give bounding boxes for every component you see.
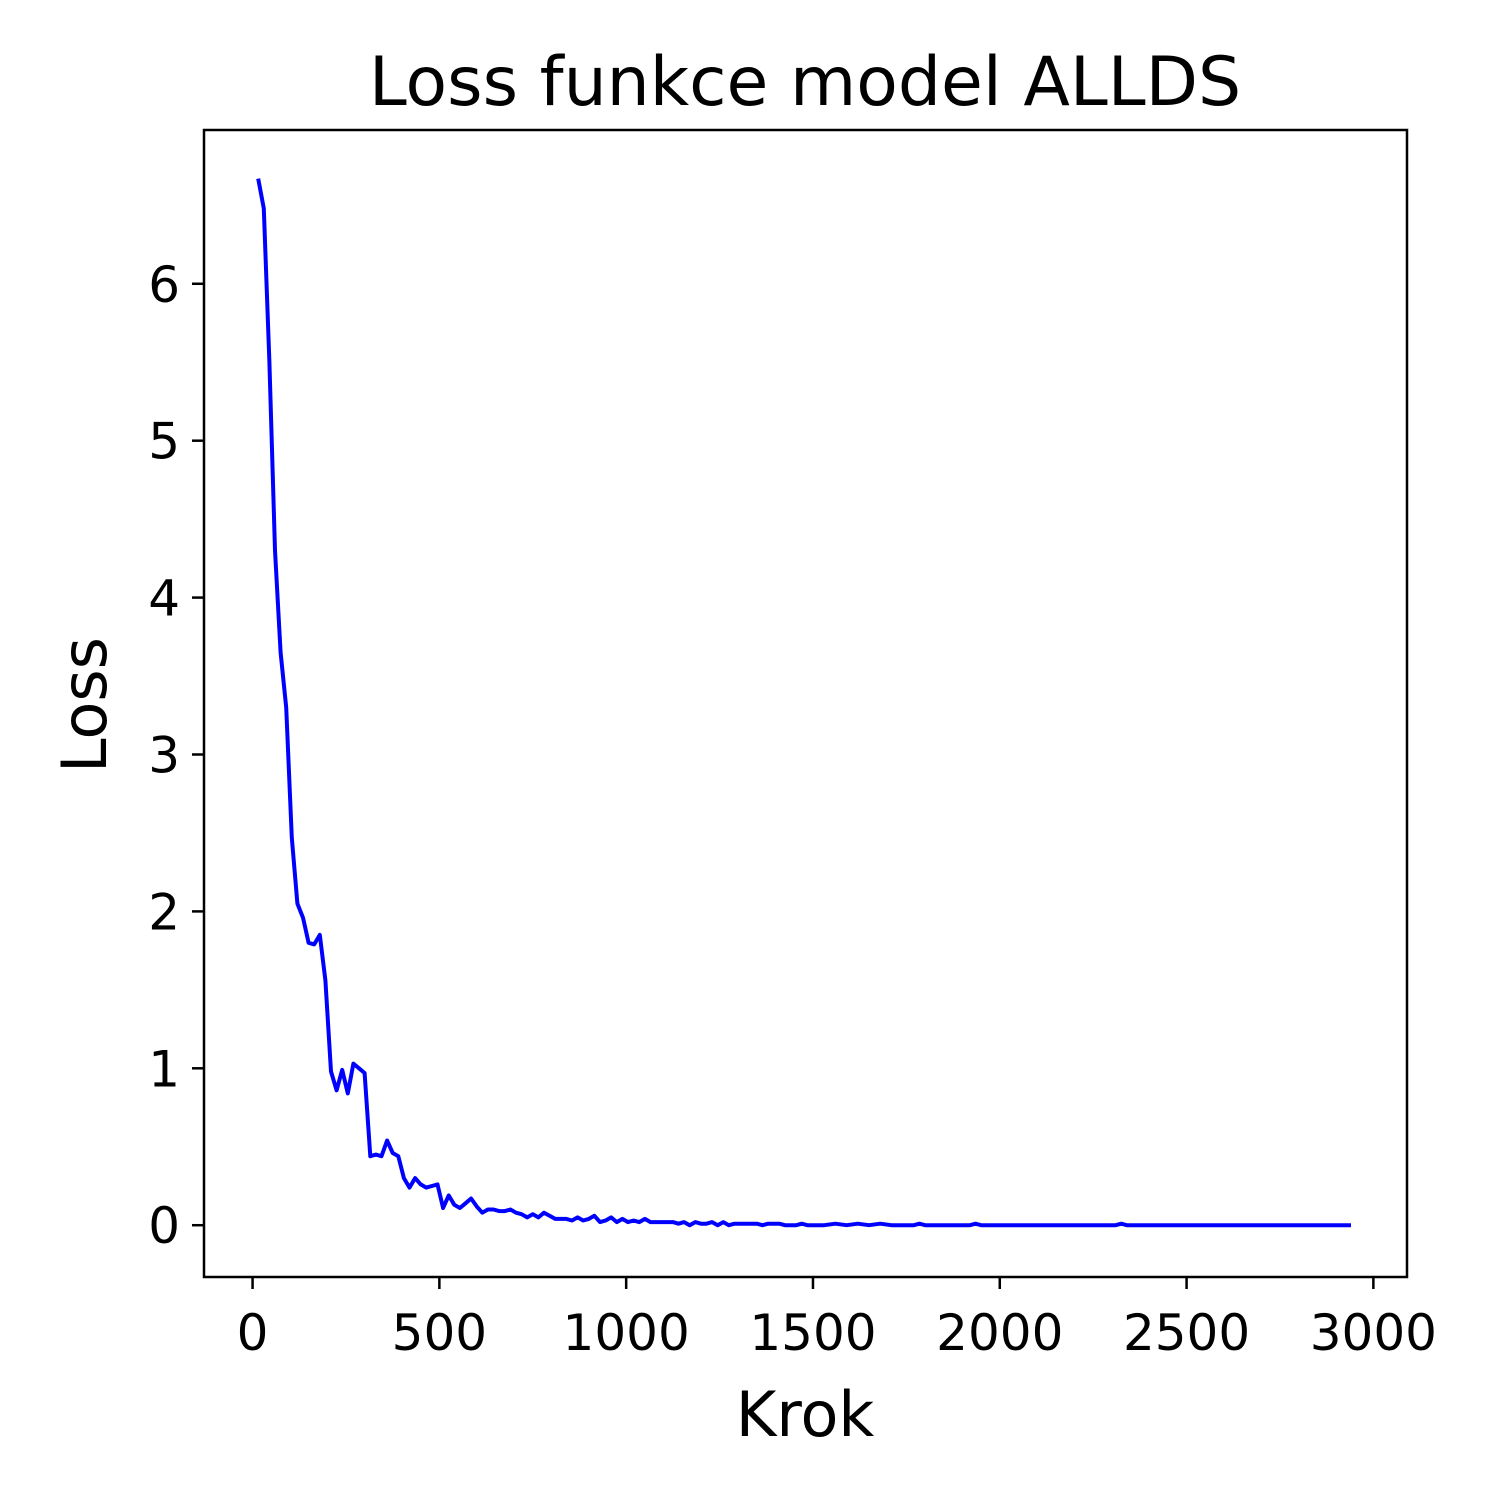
x-tick-label: 2000	[936, 1304, 1063, 1362]
axes-frame	[202, 128, 1409, 1279]
axis-ticks: 0 500 1000 1500 2000 2500 3000 0 1 2 3 4 5 6	[148, 256, 1437, 1362]
x-tick-label: 1500	[749, 1304, 876, 1362]
y-tick-label: 1	[148, 1040, 180, 1098]
x-tick-label: 0	[237, 1304, 269, 1362]
y-tick-label: 0	[148, 1197, 180, 1255]
y-tick-label: 2	[148, 883, 180, 941]
loss-series-line	[256, 178, 1351, 1228]
y-tick-label: 3	[148, 726, 180, 784]
y-axis-label: Loss	[48, 637, 121, 773]
x-tick-label: 1000	[563, 1304, 690, 1362]
x-tick-label: 2500	[1123, 1304, 1250, 1362]
x-tick-label: 500	[392, 1304, 487, 1362]
plot-area	[256, 178, 1351, 1228]
y-tick-label: 4	[148, 570, 180, 628]
y-tick-label: 5	[148, 413, 180, 471]
y-tick-label: 6	[148, 256, 180, 314]
x-tick-label: 3000	[1310, 1304, 1437, 1362]
chart-title: Loss funkce model ALLDS	[369, 43, 1241, 122]
x-axis-label: Krok	[736, 1378, 875, 1451]
